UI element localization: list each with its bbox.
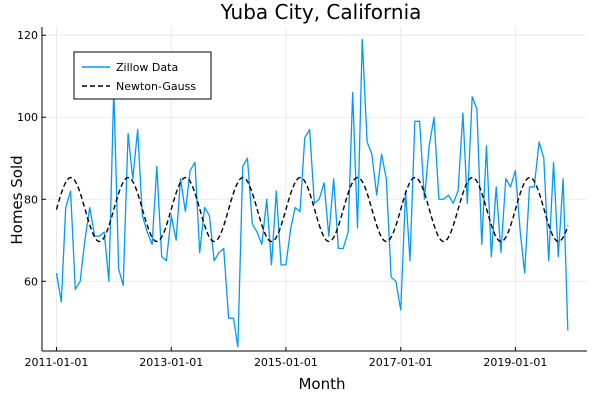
- tick-labels: 60 80 100 120 2011-01-01 2013-01-01 2015-01-01…: [17, 29, 547, 369]
- legend: Zillow Data Newton-Gauss: [73, 51, 212, 100]
- legend-box: [73, 51, 212, 100]
- axes: [41, 27, 587, 352]
- x-axis-label: Month: [298, 375, 345, 393]
- x-tick-label: 2013-01-01: [139, 356, 203, 369]
- x-tick-label: 2019-01-01: [483, 356, 547, 369]
- y-tick-label: 100: [17, 111, 38, 124]
- y-tick-label: 80: [24, 193, 38, 206]
- series: [55, 38, 569, 348]
- legend-label-newton-gauss: Newton-Gauss: [116, 80, 196, 93]
- x-tick-label: 2015-01-01: [254, 356, 318, 369]
- x-tick-label: 2011-01-01: [24, 356, 88, 369]
- series-line-zillow-data: [55, 38, 569, 348]
- x-tick-label: 2017-01-01: [369, 356, 433, 369]
- series-line-newton-gauss: [55, 176, 569, 243]
- chart-title: Yuba City, California: [220, 0, 422, 24]
- legend-label-zillow: Zillow Data: [116, 61, 178, 74]
- y-tick-label: 120: [17, 29, 38, 42]
- y-tick-label: 60: [24, 275, 38, 288]
- y-axis-label: Homes Sold: [8, 155, 26, 244]
